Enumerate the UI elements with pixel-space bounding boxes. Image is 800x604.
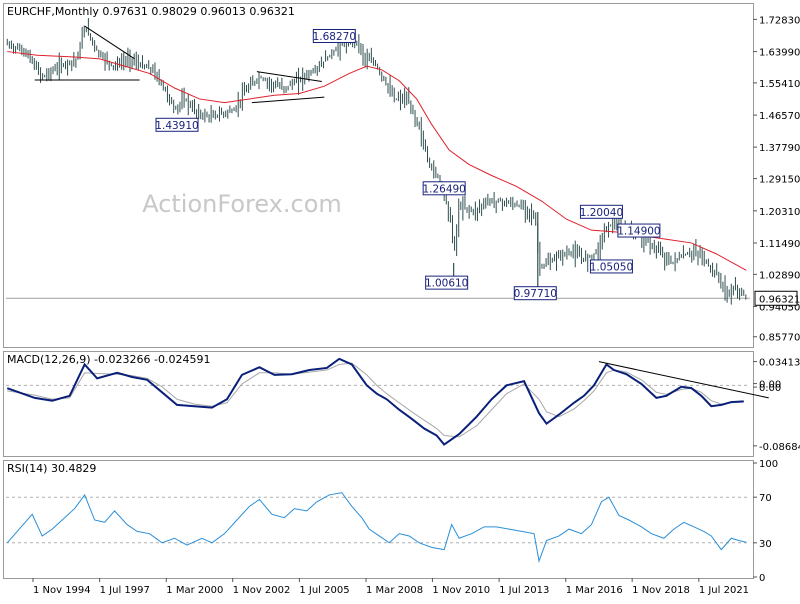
rsi-panel-frame	[3, 460, 754, 579]
price-annotation-box	[312, 28, 356, 43]
price-annotation-box	[425, 275, 469, 290]
price-annotation-label: 1.68270	[313, 31, 356, 43]
price-trend-line	[251, 96, 325, 104]
price-annotation-label: 0.97710	[514, 288, 557, 300]
price-annotation-label: 1.05050	[590, 261, 633, 273]
x-tick-label: 1 Mar 2008	[366, 585, 423, 596]
macd-panel-frame	[3, 351, 754, 457]
macd-signal-line	[7, 362, 744, 438]
macd-y-tick-label: -0.086849	[759, 442, 800, 453]
x-tick-label: 1 Mar 2000	[166, 585, 223, 596]
macd-trend-line	[598, 361, 769, 399]
price-annotation-label: 1.00610	[425, 278, 468, 290]
price-layer: 1.68270 1.43910 1.26490 1.00610 0.97710 1.200…	[6, 18, 750, 305]
x-tick-label: 1 Nov 1994	[33, 585, 91, 596]
current-price-tag-label: 0.96321	[759, 294, 800, 305]
price-y-tick-label: 1.55410	[759, 79, 800, 90]
price-trend-line	[84, 25, 135, 60]
price-y-tick-label: 1.29150	[759, 175, 800, 186]
price-y-tick-label: 1.11490	[759, 239, 800, 250]
price-y-tick-label: 0.85770	[759, 333, 800, 344]
price-annotation-box	[513, 286, 557, 301]
price-annotation: 1.00610	[425, 275, 469, 290]
price-y-tick-label: 1.72830	[759, 15, 800, 26]
price-annotation-label: 1.20040	[580, 207, 623, 219]
rsi-y-tick-label: 100	[759, 459, 778, 470]
current-price-tag-box	[754, 290, 798, 306]
price-annotation-box	[617, 223, 661, 238]
price-y-tick-label: 1.63990	[759, 48, 800, 59]
price-annotation-box	[589, 259, 633, 274]
x-tick-label: 1 Nov 2018	[632, 585, 690, 596]
price-annotation-box	[155, 117, 199, 132]
price-annotation: 1.43910	[155, 117, 199, 132]
price-annotation: 1.14900	[617, 223, 661, 238]
x-tick-label: 1 Mar 2016	[566, 585, 623, 596]
current-price-tag: 0.96321	[754, 290, 800, 306]
price-y-tick-label: 1.20310	[759, 207, 800, 218]
x-tick-label: 1 Nov 2010	[432, 585, 490, 596]
price-y-tick-label: 1.46570	[759, 111, 800, 122]
price-trend-line	[256, 71, 322, 82]
macd-main-line	[6, 357, 744, 446]
price-annotation-box	[422, 181, 466, 196]
axis-layer: 1.72830 1.63990 1.55410 1.46570 1.37790 1.291…	[32, 15, 800, 596]
price-annotation: 1.05050	[589, 259, 633, 274]
rsi-y-tick-label: 70	[759, 493, 772, 504]
x-tick-label: 1 Jul 2013	[499, 585, 549, 596]
price-bars	[6, 18, 747, 305]
rsi-y-tick-label: 0	[759, 573, 765, 584]
rsi-layer	[6, 492, 750, 563]
price-y-tick-label: 1.02890	[759, 270, 800, 281]
price-y-tick-label: 1.37790	[759, 143, 800, 154]
macd-panel-title: MACD(12,26,9) -0.023266 -0.024591	[7, 353, 210, 366]
x-tick-label: 1 Nov 2002	[233, 585, 291, 596]
x-tick-label: 1 Jul 1997	[100, 585, 150, 596]
price-annotation: 1.68270	[312, 28, 356, 43]
price-annotation-label: 1.14900	[617, 226, 660, 238]
price-annotation: 1.26490	[422, 181, 466, 196]
price-annotation-label: 1.43910	[155, 120, 198, 132]
x-tick-label: 1 Jul 2005	[299, 585, 349, 596]
macd-y-tick-label: 0.00	[759, 383, 781, 394]
price-annotation: 0.97710	[513, 286, 557, 301]
rsi-panel-title: RSI(14) 30.4829	[7, 462, 96, 475]
watermark-text: ActionForex.com	[142, 190, 342, 218]
x-tick-label: 1 Jul 2021	[699, 585, 749, 596]
macd-y-tick-label: 0.00	[759, 380, 781, 391]
price-panel-frame	[3, 3, 754, 348]
moving-average-line	[7, 51, 747, 271]
macd-layer	[6, 357, 769, 446]
price-y-tick-label: 0.94050	[759, 303, 800, 314]
price-panel-title: EURCHF,Monthly 0.97631 0.98029 0.96013 0…	[7, 5, 295, 18]
rsi-y-tick-label: 30	[759, 539, 772, 550]
macd-y-tick-label: 0.034137	[759, 358, 800, 369]
price-annotation: 1.20040	[579, 204, 623, 219]
price-annotation-box	[579, 204, 623, 219]
price-annotation-label: 1.26490	[422, 183, 465, 195]
rsi-line	[6, 492, 747, 563]
